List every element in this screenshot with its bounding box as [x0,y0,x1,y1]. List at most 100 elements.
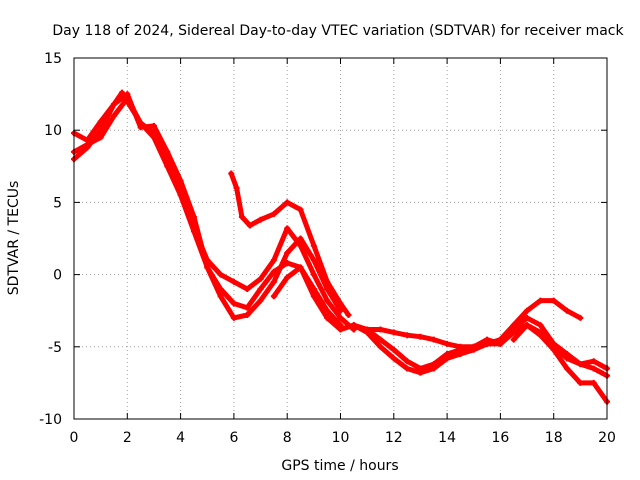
data-point [577,379,584,386]
x-tick-label: 18 [545,430,563,446]
data-point [270,278,277,285]
data-point [284,199,291,206]
data-point [390,355,397,362]
data-point [284,274,291,281]
data-point [430,365,437,372]
data-point [444,355,451,362]
y-tick-label: -10 [39,412,62,428]
data-point [524,314,531,321]
data-point [404,332,411,339]
data-point [345,312,352,319]
y-tick-label: 5 [53,195,62,211]
y-axis-title: SDTVAR / TECUs [6,181,22,296]
x-tick-label: 14 [438,430,456,446]
data-point [190,225,197,232]
data-point [217,293,224,300]
data-point [238,213,245,220]
data-point [297,264,304,271]
x-tick-label: 20 [598,430,616,446]
data-point [324,297,331,304]
data-point [377,336,384,343]
axis-ticks [73,57,608,420]
y-tick-label: 15 [44,51,62,67]
data-point [537,322,544,329]
data-point [390,346,397,353]
x-axis-title: GPS time / hours [281,458,398,474]
data-point [337,300,344,307]
data-point [270,293,277,300]
data-point [377,326,384,333]
data-point [310,242,317,249]
series-track-d-points [228,170,352,319]
data-point [230,314,237,321]
data-point [270,257,277,264]
data-point [150,130,157,137]
data-point [150,122,157,129]
data-point [457,343,464,350]
data-point [297,242,304,249]
x-tick-label: 4 [176,430,185,446]
data-point [204,264,211,271]
data-point [217,271,224,278]
x-tick-label: 8 [283,430,292,446]
data-point [350,322,357,329]
data-point [564,307,571,314]
data-point [324,314,331,321]
y-tick-label: 0 [53,268,62,284]
x-tick-label: 0 [70,430,79,446]
data-point [84,141,91,148]
data-point [257,275,264,282]
data-point [510,336,517,343]
data-point [310,257,317,264]
data-point [97,118,104,125]
data-point [550,346,557,353]
data-point [404,365,411,372]
data-point [284,249,291,256]
data-point [257,297,264,304]
data-point [110,101,117,108]
data-point [590,358,597,365]
series-track-h-points [510,322,610,405]
data-point [364,326,371,333]
chart-title: Day 118 of 2024, Sidereal Day-to-day VTE… [52,23,624,39]
data-point [137,119,144,126]
data-point [297,206,304,213]
y-tick-label: -5 [48,340,62,356]
data-point [310,293,317,300]
data-point [118,89,125,96]
data-point [510,322,517,329]
data-point [177,184,184,191]
data-point [284,225,291,232]
data-point [457,351,464,358]
data-point [324,278,331,285]
series-layer [71,89,610,405]
data-point [97,134,104,141]
data-point [444,340,451,347]
x-tick-label: 16 [491,430,509,446]
data-point [564,355,571,362]
series-track-d [228,171,351,318]
series-track-c [71,95,357,332]
data-point [244,304,251,311]
data-point [228,170,235,177]
data-point [164,156,171,163]
x-tick-label: 6 [229,430,238,446]
data-point [577,314,584,321]
x-tick-label: 10 [332,430,350,446]
data-point [230,300,237,307]
grid [74,58,607,419]
series-track-c-points [71,95,357,333]
x-tick-label: 2 [123,430,132,446]
y-tick-label: 10 [44,123,62,139]
data-point [244,286,251,293]
data-point [537,297,544,304]
data-point [484,340,491,347]
data-point [404,358,411,365]
data-point [524,322,531,329]
series-track-g-points [364,297,584,350]
data-point [417,369,424,376]
x-tick-label: 12 [385,430,403,446]
data-point [470,343,477,350]
data-point [377,343,384,350]
